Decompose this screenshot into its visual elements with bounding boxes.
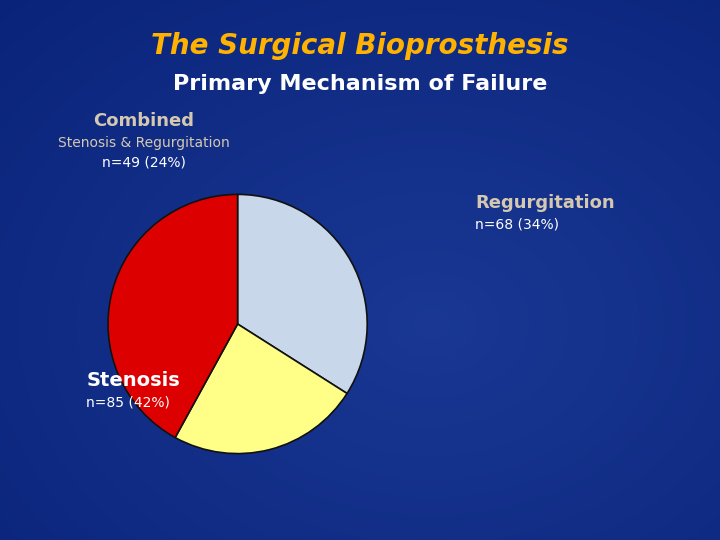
Wedge shape	[108, 194, 238, 437]
Text: Stenosis: Stenosis	[86, 371, 180, 390]
Text: n=85 (42%): n=85 (42%)	[86, 395, 170, 409]
Text: Stenosis & Regurgitation: Stenosis & Regurgitation	[58, 136, 230, 150]
Text: Regurgitation: Regurgitation	[475, 193, 615, 212]
Wedge shape	[238, 194, 367, 394]
Text: Primary Mechanism of Failure: Primary Mechanism of Failure	[173, 73, 547, 94]
Wedge shape	[175, 324, 347, 454]
Text: Combined: Combined	[94, 112, 194, 131]
Text: The Surgical Bioprosthesis: The Surgical Bioprosthesis	[151, 32, 569, 60]
Text: n=49 (24%): n=49 (24%)	[102, 155, 186, 169]
Text: n=68 (34%): n=68 (34%)	[475, 217, 559, 231]
